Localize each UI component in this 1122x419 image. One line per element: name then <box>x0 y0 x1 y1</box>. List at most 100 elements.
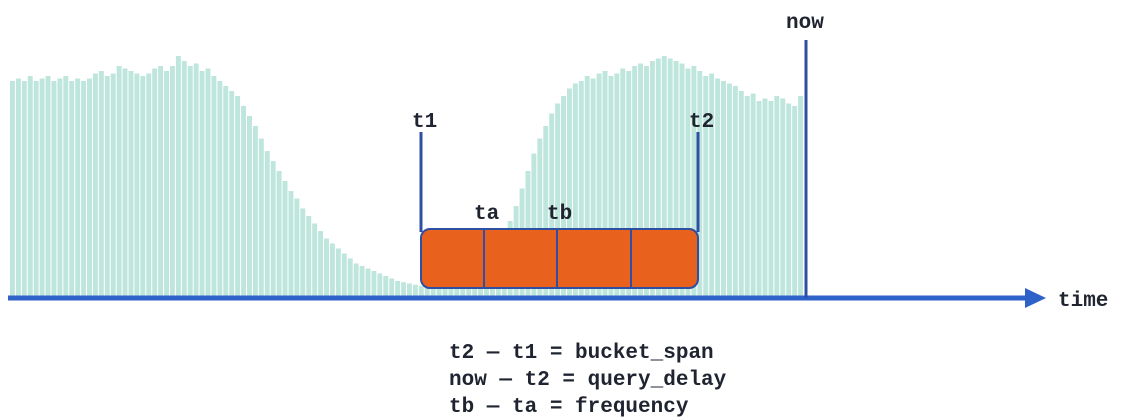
histogram-bar <box>51 81 57 296</box>
histogram-bar <box>590 78 596 296</box>
histogram-bar <box>276 171 282 296</box>
histogram-bar <box>531 153 537 296</box>
t2-label: t2 <box>689 111 714 134</box>
histogram-bar <box>10 81 15 296</box>
histogram-bar <box>798 96 803 296</box>
histogram-bar <box>45 76 51 296</box>
histogram-bar <box>347 258 353 296</box>
histogram-bar <box>726 83 732 296</box>
histogram-bar <box>21 81 27 296</box>
histogram-bar <box>395 281 401 296</box>
histogram-bar <box>258 138 264 296</box>
histogram-bar <box>75 78 81 296</box>
histogram-bar <box>92 73 98 296</box>
histogram-bar <box>134 73 140 296</box>
histogram-bar <box>401 282 406 296</box>
histogram-bar <box>543 126 549 296</box>
histogram-bar <box>57 78 63 296</box>
histogram-bar <box>626 71 632 296</box>
equation-frequency: tb — ta = frequency <box>449 396 689 419</box>
histogram-bar <box>15 78 21 296</box>
histogram-bar <box>649 61 655 296</box>
histogram-bar <box>709 73 715 296</box>
histogram-bar <box>329 243 335 296</box>
histogram-bar <box>442 286 448 296</box>
histogram-bar <box>205 68 211 296</box>
histogram-bar <box>715 78 721 296</box>
histogram-bar <box>572 83 578 296</box>
histogram-bar <box>377 273 383 296</box>
histogram-bar <box>152 68 158 296</box>
histogram-bar <box>169 66 175 296</box>
histogram-bar <box>264 151 270 296</box>
histogram-bar <box>312 223 318 296</box>
histogram-bar <box>744 96 750 296</box>
histogram-bar <box>33 81 39 296</box>
histogram-bar <box>116 66 122 296</box>
histogram-bar <box>632 66 638 296</box>
histogram-bar <box>389 278 395 296</box>
histogram-bar <box>596 73 602 296</box>
histogram-bar <box>750 93 756 296</box>
histogram-bar <box>703 76 709 296</box>
histogram-bar <box>786 103 792 296</box>
histogram-bar <box>193 63 199 296</box>
traffic-histogram <box>10 56 803 296</box>
histogram-bar <box>602 71 608 296</box>
histogram-bar <box>608 76 614 296</box>
bucket-span-window <box>420 228 699 289</box>
histogram-bar <box>371 271 377 296</box>
histogram-bar <box>549 113 555 296</box>
histogram-bar <box>104 76 110 296</box>
histogram-bar <box>341 253 347 296</box>
histogram-bar <box>383 276 389 296</box>
histogram-bar <box>164 71 169 296</box>
histogram-bar <box>282 181 288 296</box>
histogram-bar <box>211 76 217 296</box>
time-axis-label: time <box>1058 290 1108 313</box>
histogram-bar <box>566 88 572 296</box>
histogram-bar <box>181 61 187 296</box>
histogram-bar <box>685 68 691 296</box>
histogram-bar <box>359 266 365 296</box>
histogram-bar <box>412 284 418 296</box>
histogram-bar <box>270 161 276 296</box>
histogram-bar <box>448 284 454 296</box>
histogram-bar <box>667 58 673 296</box>
histogram-bar <box>732 86 738 296</box>
histogram-bar <box>655 58 661 296</box>
histogram-bar <box>252 126 258 296</box>
histogram-bar <box>122 68 128 296</box>
histogram-bar <box>175 56 181 296</box>
histogram-bar <box>614 73 620 296</box>
histogram-bar <box>324 238 329 296</box>
histogram-bar <box>187 66 193 296</box>
histogram-bar <box>673 61 679 296</box>
histogram-bar <box>146 73 152 296</box>
histogram-bar <box>39 78 45 296</box>
histogram-bar <box>229 91 235 296</box>
histogram-bar <box>306 216 312 296</box>
histogram-bar <box>430 286 436 296</box>
histogram-bar <box>27 76 33 296</box>
histogram-bar <box>294 198 300 296</box>
histogram-bar <box>87 78 92 296</box>
histogram-bar <box>365 268 371 296</box>
histogram-bar <box>98 71 104 296</box>
histogram-bar <box>241 106 247 296</box>
equation-query-delay: now — t2 = query_delay <box>449 369 727 392</box>
histogram-bar <box>436 286 442 296</box>
histogram-bar <box>223 86 229 296</box>
histogram-bar <box>128 71 134 296</box>
now-label: now <box>786 12 824 35</box>
histogram-bar <box>756 101 762 296</box>
histogram-bar <box>584 76 590 296</box>
histogram-bar <box>110 73 116 296</box>
histogram-bar <box>247 116 252 296</box>
histogram-bar <box>407 283 412 296</box>
histogram-bar <box>620 68 626 296</box>
histogram-bar <box>353 263 359 296</box>
histogram-bar <box>561 96 566 296</box>
histogram-bar <box>762 98 768 296</box>
